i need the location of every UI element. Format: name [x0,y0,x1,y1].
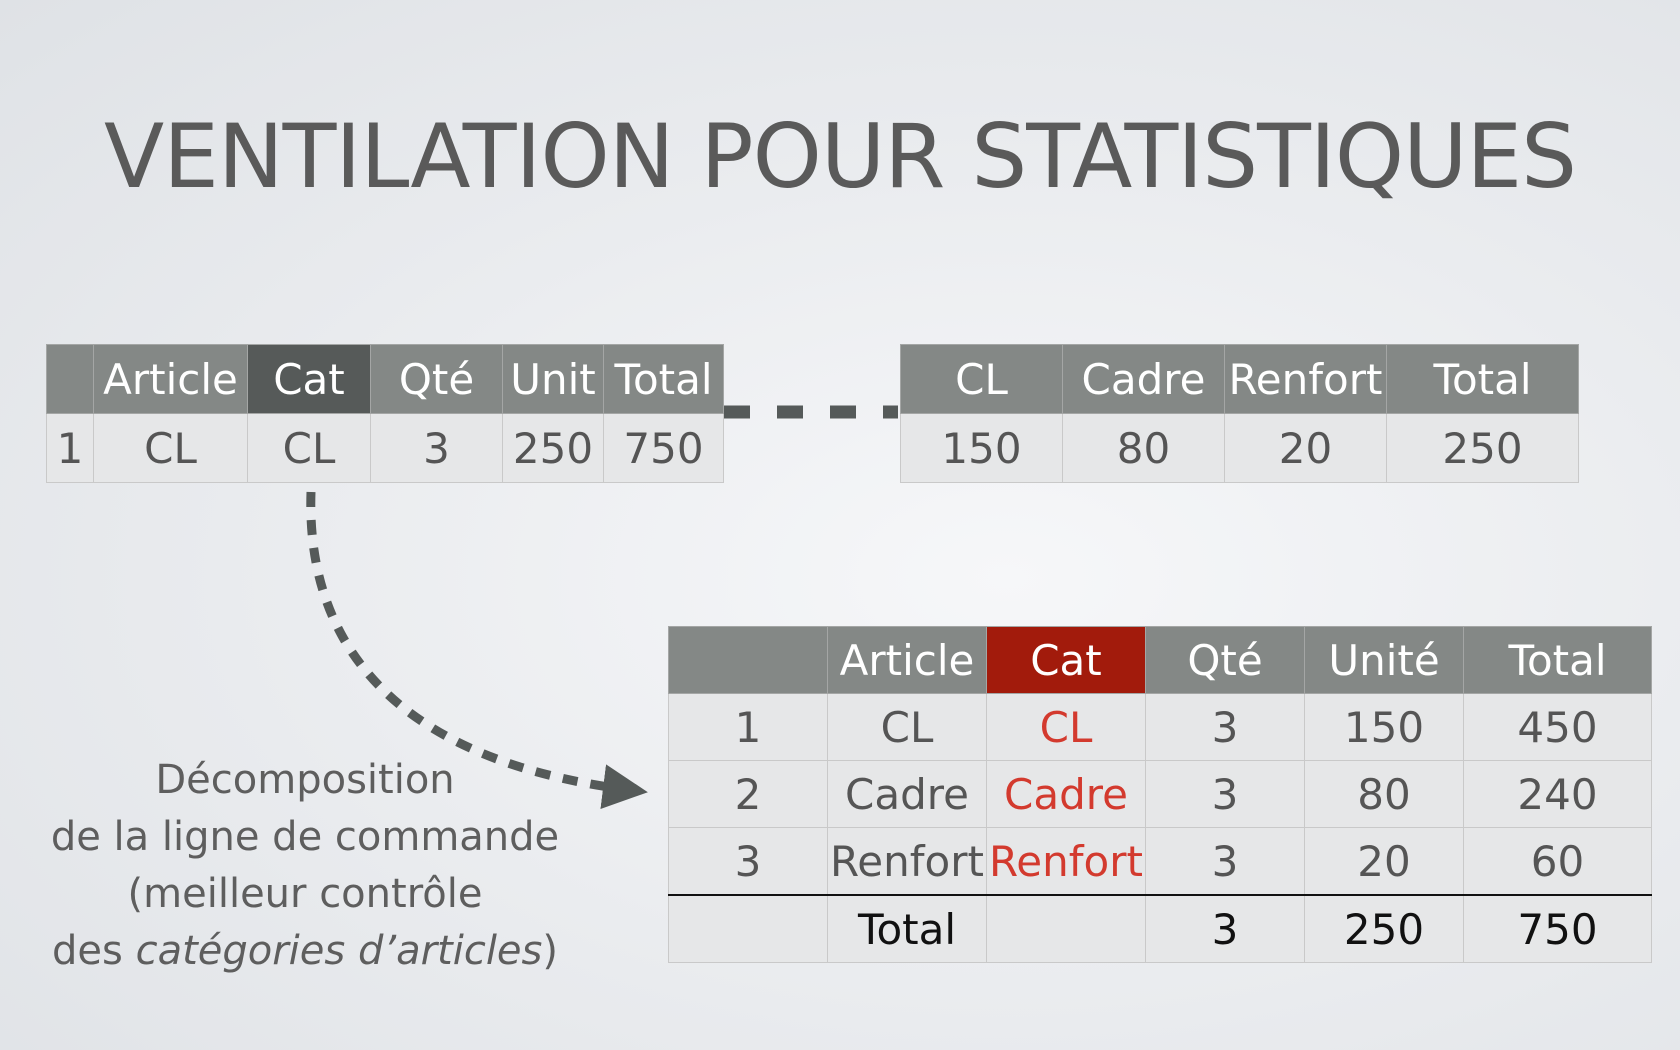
detail-table-header: Article Cat Qté Unité Total [668,626,1652,694]
header-cell: Qté [1145,626,1305,694]
table-row: 1 CL CL 3 250 750 [46,413,724,483]
table-cell: 150 [900,413,1063,483]
header-cell: CL [900,344,1063,414]
total-value: 3 [1145,894,1305,963]
header-cell-highlight: Cat [986,626,1146,694]
header-cell [46,344,94,414]
table-row: 3 Renfort Renfort 3 20 60 [668,827,1652,896]
table-cell: 3 [1145,827,1305,896]
table-cell: 60 [1463,827,1652,896]
header-cell [668,626,828,694]
table-cell: 80 [1062,413,1225,483]
note-italic-text: catégories d’articles [135,928,543,974]
order-table-header: Article Cat Qté Unit Total [46,344,724,414]
table-cell: 750 [603,413,724,483]
header-cell: Total [1386,344,1579,414]
header-cell: Total [603,344,724,414]
category-cell: CL [986,693,1146,761]
table-row: 2 Cadre Cadre 3 80 240 [668,760,1652,828]
header-cell: Qté [370,344,503,414]
note-text: des [52,928,136,974]
note-line: de la ligne de commande [50,814,560,860]
table-cell: 3 [1145,760,1305,828]
table-cell: 3 [668,827,828,896]
category-cell: Cadre [986,760,1146,828]
total-row: Total 3 250 750 [668,894,1652,963]
slide-title: VENTILATION POUR STATISTIQUES [104,105,1577,208]
table-cell: CL [93,413,248,483]
table-cell: 3 [370,413,503,483]
table-cell: 2 [668,760,828,828]
total-label: Total [827,894,987,963]
table-cell: 80 [1304,760,1464,828]
table-cell: 20 [1304,827,1464,896]
breakdown-table: CL Cadre Renfort Total 150 80 20 250 [900,344,1579,483]
table-cell [668,894,828,963]
table-cell: 1 [46,413,94,483]
table-cell: 240 [1463,760,1652,828]
header-cell: Unité [1304,626,1464,694]
total-value: 250 [1304,894,1464,963]
header-cell: Article [93,344,248,414]
table-cell: 3 [1145,693,1305,761]
table-cell: Cadre [827,760,987,828]
order-table: Article Cat Qté Unit Total 1 CL CL 3 250… [46,344,724,483]
note-line: (meilleur contrôle [127,871,483,917]
decomposition-note: Décomposition de la ligne de commande (m… [40,752,570,980]
table-cell [986,894,1146,963]
header-cell: Article [827,626,987,694]
table-cell: Renfort [827,827,987,896]
note-line: des catégories d’articles) [40,923,570,980]
header-cell: Total [1463,626,1652,694]
table-cell: 450 [1463,693,1652,761]
table-cell: 20 [1224,413,1387,483]
note-text: ) [542,928,558,974]
total-value: 750 [1463,894,1652,963]
note-line: Décomposition [155,757,455,803]
table-cell: 250 [502,413,604,483]
table-row: 150 80 20 250 [900,413,1579,483]
table-cell: 1 [668,693,828,761]
table-cell: 250 [1386,413,1579,483]
table-cell: CL [247,413,371,483]
dashed-curved-arrow [306,491,648,809]
detail-table: Article Cat Qté Unité Total 1 CL CL 3 15… [668,626,1652,963]
